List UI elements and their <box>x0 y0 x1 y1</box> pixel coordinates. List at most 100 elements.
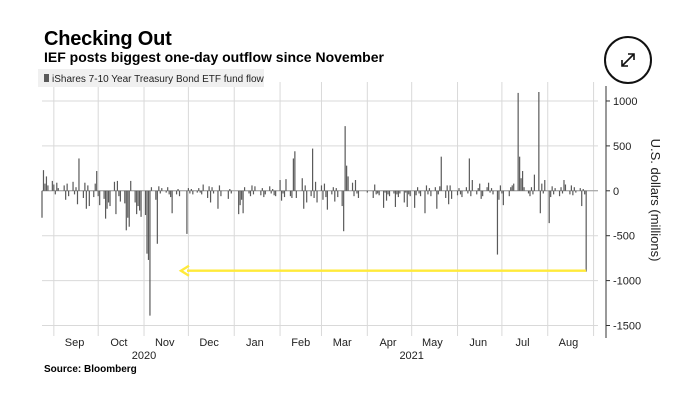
bar <box>73 190 76 195</box>
bar <box>196 190 198 193</box>
y-tick-label: -1000 <box>613 276 641 288</box>
bar <box>388 190 391 197</box>
bar <box>304 185 306 191</box>
bar <box>428 188 431 191</box>
bar <box>170 190 172 198</box>
bar <box>144 190 147 216</box>
bar <box>211 187 213 191</box>
bar <box>65 190 67 200</box>
bar <box>399 190 401 194</box>
bar <box>560 187 562 191</box>
bar <box>47 185 49 191</box>
bar <box>75 187 77 191</box>
bar <box>434 187 436 191</box>
bar <box>351 182 354 191</box>
bar <box>294 151 296 191</box>
bar <box>306 190 308 203</box>
bar <box>146 190 148 254</box>
bar <box>113 181 116 191</box>
expand-button[interactable] <box>604 36 652 84</box>
bar <box>459 190 462 195</box>
bar <box>523 187 525 191</box>
bar <box>551 186 553 191</box>
bar <box>118 190 120 197</box>
bar <box>471 180 473 191</box>
bar <box>78 158 80 191</box>
bar <box>238 190 240 215</box>
bar <box>175 190 178 195</box>
bar <box>82 190 84 198</box>
bar <box>451 190 453 199</box>
bar <box>374 184 376 191</box>
bar <box>527 190 530 194</box>
bar <box>372 190 374 198</box>
bar <box>446 185 448 191</box>
bar <box>487 182 490 191</box>
bar <box>94 183 96 191</box>
bar <box>415 190 417 196</box>
bar <box>273 190 275 196</box>
bar <box>261 188 263 191</box>
bar <box>554 188 556 191</box>
bar <box>171 190 173 214</box>
bar <box>529 190 531 197</box>
bar <box>88 190 90 207</box>
bar <box>387 190 389 195</box>
bar <box>56 182 58 191</box>
bar <box>124 190 126 204</box>
bar <box>486 187 488 191</box>
bar <box>575 190 577 193</box>
legend-swatch <box>44 74 49 82</box>
bar <box>280 190 283 201</box>
y-tick-label: -1500 <box>613 321 641 333</box>
bar <box>76 190 79 205</box>
bar <box>303 190 305 209</box>
bar <box>335 188 337 191</box>
bar <box>558 190 561 197</box>
bar <box>482 190 484 197</box>
bar <box>585 190 587 272</box>
bar <box>511 185 513 191</box>
bar <box>470 190 472 197</box>
bar <box>320 185 323 191</box>
bar <box>417 187 419 191</box>
bar <box>437 190 439 195</box>
bar <box>465 187 467 191</box>
bar <box>467 190 469 194</box>
bar <box>448 190 450 205</box>
bar <box>492 190 494 195</box>
bar <box>326 190 328 210</box>
bar <box>582 189 584 191</box>
bar <box>564 184 567 191</box>
bar <box>207 190 209 198</box>
bar <box>187 188 189 191</box>
bar <box>272 189 274 191</box>
bar <box>128 190 130 227</box>
x-tick-label: May <box>422 337 443 349</box>
bar <box>87 185 89 191</box>
bar <box>458 188 460 191</box>
bar <box>130 180 132 191</box>
bar <box>477 188 479 191</box>
legend-label: iShares 7-10 Year Treasury Bond ETF fund… <box>52 74 265 85</box>
bar <box>218 185 221 191</box>
bar <box>158 186 160 191</box>
bar <box>212 190 215 194</box>
bar <box>199 190 201 193</box>
bar <box>165 190 167 193</box>
bar <box>161 188 163 191</box>
bar <box>425 185 428 191</box>
bar <box>202 184 204 191</box>
bar <box>347 176 349 191</box>
bar <box>501 190 503 194</box>
bar <box>140 190 142 217</box>
bar <box>440 156 442 191</box>
bar <box>260 190 262 196</box>
bar <box>542 190 544 194</box>
bar <box>461 190 463 198</box>
bar <box>125 190 127 231</box>
bar <box>396 190 398 195</box>
bar <box>85 190 87 209</box>
source-note: Source: Bloomberg <box>44 364 137 375</box>
